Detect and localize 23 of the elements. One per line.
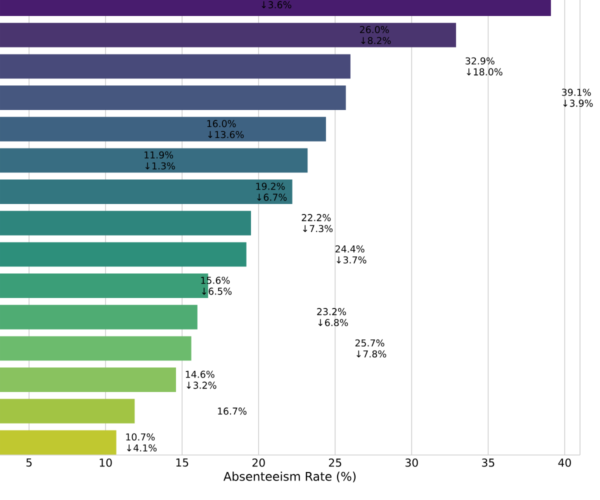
annotation: 16.7% [218,408,247,415]
annotation: 22.2% ↓7.3% [302,214,333,232]
annotation: 32.9% ↓18.0% [466,57,502,76]
annotation: 24.4% ↓3.7% [336,245,366,264]
annotation: 26.0% ↓8.2% [360,26,391,44]
annotation: 19.2% ↓6.7% [256,182,287,201]
annotation: 39.1% ↓3.9% [562,88,593,107]
annotation: 11.9% ↓1.3% [144,151,175,170]
annotation: ↓3.6% [262,1,292,8]
x-tick-label: 40 [558,458,571,467]
x-tick-label: 35 [482,458,494,467]
annotation: 25.7% ↓7.8% [355,339,386,358]
x-tick-label: 10 [100,458,112,467]
annotation: 14.6% ↓3.2% [186,370,216,389]
annotation: 10.7% ↓4.1% [126,433,157,452]
x-tick-label: 5 [26,458,32,467]
x-tick-label: 20 [252,458,265,467]
x-tick-label: 15 [176,458,188,467]
annotation: 23.2% ↓6.8% [317,308,348,326]
annotation: 16.0% ↓13.6% [207,120,244,138]
x-tick-label: 30 [406,458,418,467]
x-tick-label: 25 [328,458,342,467]
x-axis-title: Absenteeism Rate (%) [223,472,356,482]
